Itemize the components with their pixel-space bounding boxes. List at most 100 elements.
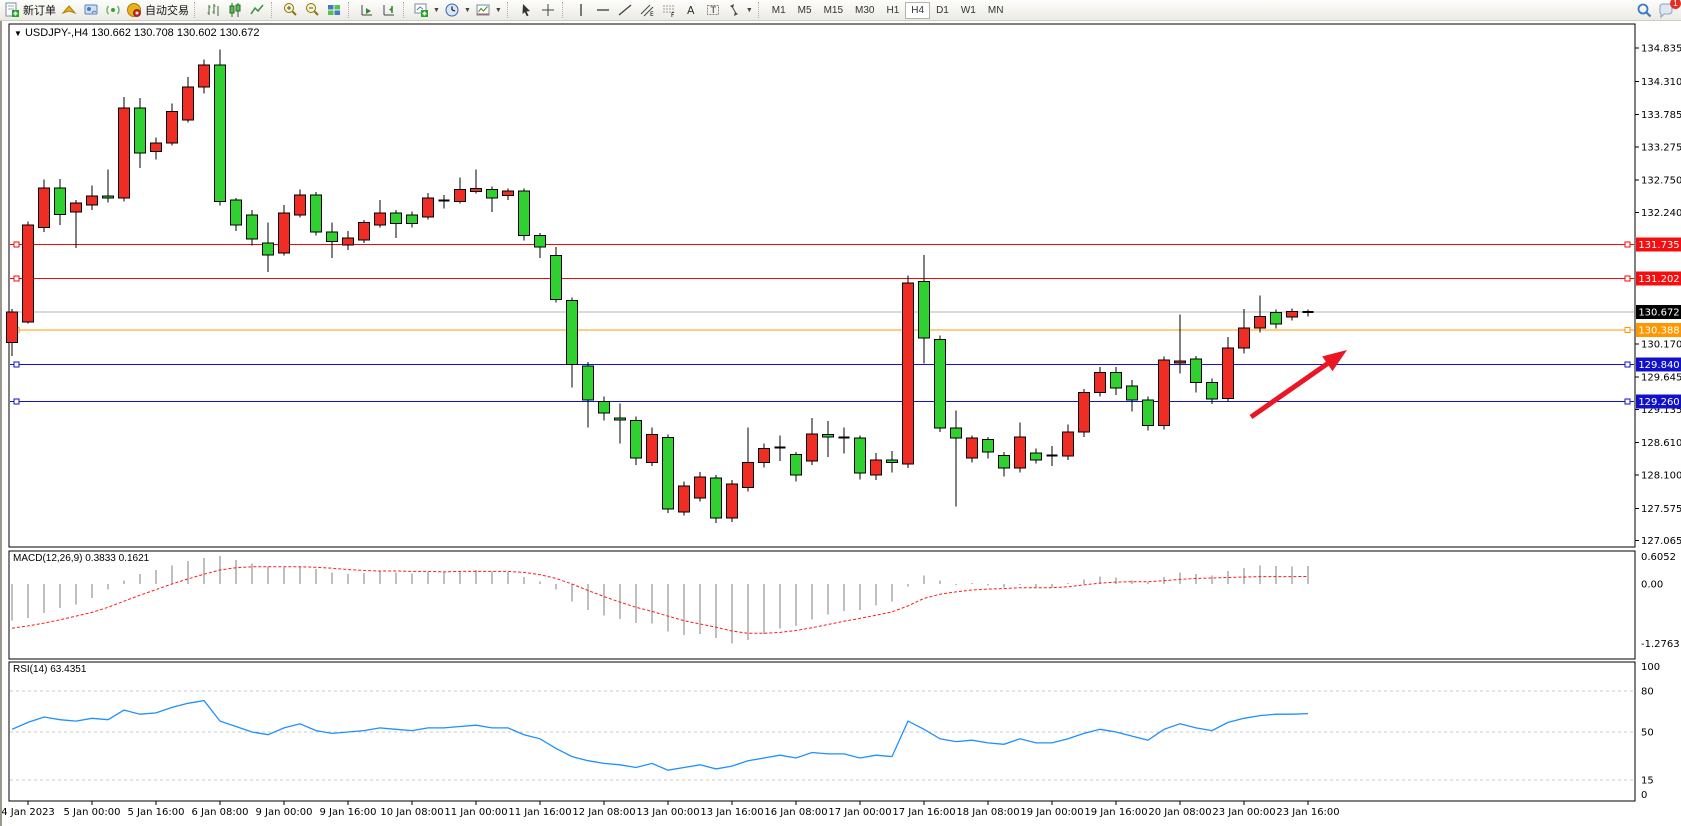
- candle: [326, 231, 338, 243]
- cursor-button[interactable]: [515, 1, 537, 20]
- vertical-line-button[interactable]: [570, 1, 592, 20]
- search-button[interactable]: [1633, 1, 1655, 20]
- chat-button[interactable]: 1: [1655, 0, 1681, 20]
- candle: [742, 461, 754, 489]
- text-icon: A: [687, 4, 695, 17]
- candle: [6, 311, 18, 343]
- candle: [470, 187, 482, 193]
- trendline-button[interactable]: [614, 1, 636, 20]
- bar-chart-button[interactable]: [202, 1, 224, 20]
- chevron-down-icon: ▼: [433, 6, 440, 14]
- svg-text:50: 50: [1641, 728, 1654, 739]
- equidistant-channel-button[interactable]: E: [636, 1, 658, 20]
- line-chart-button[interactable]: [246, 1, 268, 20]
- candle: [1078, 392, 1090, 433]
- candle: [134, 107, 146, 154]
- svg-text:23 Jan 00:00: 23 Jan 00:00: [1212, 807, 1275, 818]
- market-watch-button[interactable]: [80, 1, 102, 20]
- candle: [758, 447, 770, 463]
- auto-scroll-button[interactable]: [356, 1, 378, 20]
- crosshair-button[interactable]: [537, 1, 559, 20]
- candle: [182, 86, 194, 121]
- tile-windows-icon: [328, 5, 340, 15]
- candle: [550, 255, 562, 300]
- horizontal-line-button[interactable]: [592, 1, 614, 20]
- svg-text:133.785: 133.785: [1641, 110, 1681, 121]
- candle: [406, 214, 418, 224]
- periods-button[interactable]: ▼: [442, 1, 473, 20]
- timeframe-d1-button[interactable]: D1: [936, 4, 949, 16]
- chart-shift-button[interactable]: [378, 1, 400, 20]
- rsi-name: RSI(14): [13, 664, 48, 675]
- zoom-in-button[interactable]: [279, 1, 301, 20]
- timeframe-m1-button[interactable]: M1: [771, 4, 786, 16]
- candle: [214, 64, 226, 203]
- svg-text:128.100: 128.100: [1641, 470, 1681, 481]
- svg-text:10 Jan 08:00: 10 Jan 08:00: [380, 807, 443, 818]
- timeframe-h4-button[interactable]: H4: [905, 1, 931, 19]
- svg-text:134.310: 134.310: [1641, 77, 1681, 88]
- hline-handle: [13, 241, 20, 248]
- fibonacci-icon: F: [662, 5, 675, 18]
- autotrading-button[interactable]: 自动交易: [124, 1, 191, 20]
- fibonacci-button[interactable]: F: [658, 1, 680, 20]
- line-chart-icon: [250, 4, 264, 15]
- svg-text:131.735: 131.735: [1638, 240, 1679, 251]
- svg-text:16 Jan 08:00: 16 Jan 08:00: [764, 807, 827, 818]
- chart-shift-icon: [383, 5, 394, 16]
- text-label-icon: T: [706, 5, 719, 16]
- svg-text:0: 0: [1641, 790, 1647, 801]
- timeframe-w1-button[interactable]: W1: [960, 4, 976, 16]
- candle: [1254, 315, 1266, 329]
- candlestick-chart-button[interactable]: [224, 1, 246, 20]
- price-badge: [1636, 237, 1681, 252]
- candle: [454, 189, 466, 203]
- candle: [678, 485, 690, 513]
- svg-text:17 Jan 16:00: 17 Jan 16:00: [892, 807, 955, 818]
- candle: [534, 234, 546, 248]
- svg-text:11 Jan 16:00: 11 Jan 16:00: [508, 807, 571, 818]
- candle: [1142, 399, 1154, 427]
- metaquotes-button[interactable]: [58, 1, 80, 20]
- text-label-button[interactable]: T: [702, 1, 724, 20]
- candle: [310, 194, 322, 233]
- tile-windows-button[interactable]: [323, 1, 345, 20]
- svg-text:129.645: 129.645: [1641, 373, 1681, 384]
- text-button[interactable]: A: [680, 1, 702, 20]
- candle: [86, 195, 98, 206]
- timeframe-m30-button[interactable]: M30: [855, 4, 875, 16]
- candle: [422, 197, 434, 218]
- timeframe-h1-button[interactable]: H1: [886, 4, 900, 16]
- timeframe-m15-button[interactable]: M15: [823, 4, 844, 16]
- search-icon: [1637, 3, 1651, 18]
- svg-text:80: 80: [1641, 687, 1654, 698]
- new-order-button[interactable]: 新订单: [2, 1, 58, 20]
- macd-name: MACD(12,26,9): [13, 553, 83, 564]
- chart-menu-triangle-icon[interactable]: ▼: [14, 29, 22, 38]
- svg-text:A: A: [687, 4, 695, 17]
- trend-arrow[interactable]: [1249, 355, 1337, 420]
- candle: [1158, 359, 1170, 427]
- candle: [1190, 358, 1202, 383]
- toolbar-separator: [348, 2, 353, 18]
- signals-button[interactable]: [102, 1, 124, 20]
- timeframe-m5-button[interactable]: M5: [797, 4, 812, 16]
- svg-text:0.6052: 0.6052: [1641, 552, 1676, 563]
- templates-button[interactable]: ▼: [473, 1, 504, 20]
- toolbar-separator: [757, 2, 763, 18]
- svg-text:0.00: 0.00: [1641, 580, 1663, 591]
- candle: [518, 190, 530, 236]
- candle: [294, 194, 306, 216]
- new-chart-button[interactable]: ▼: [411, 1, 442, 20]
- rsi-label: RSI(14) 63.4351: [13, 664, 86, 675]
- candle: [38, 187, 50, 229]
- arrows-button[interactable]: ▼: [724, 1, 755, 20]
- chevron-down-icon: ▼: [463, 6, 471, 14]
- svg-text:E: E: [650, 11, 654, 18]
- zoom-out-button[interactable]: [301, 1, 323, 20]
- chart-canvas[interactable]: 134.835 134.310 133.785 133.275 132.750 132.2…: [2, 21, 1681, 826]
- timeframe-mn-button[interactable]: MN: [987, 4, 1004, 16]
- toolbar-separator: [403, 2, 408, 18]
- candle: [934, 338, 946, 429]
- candle: [1062, 431, 1074, 457]
